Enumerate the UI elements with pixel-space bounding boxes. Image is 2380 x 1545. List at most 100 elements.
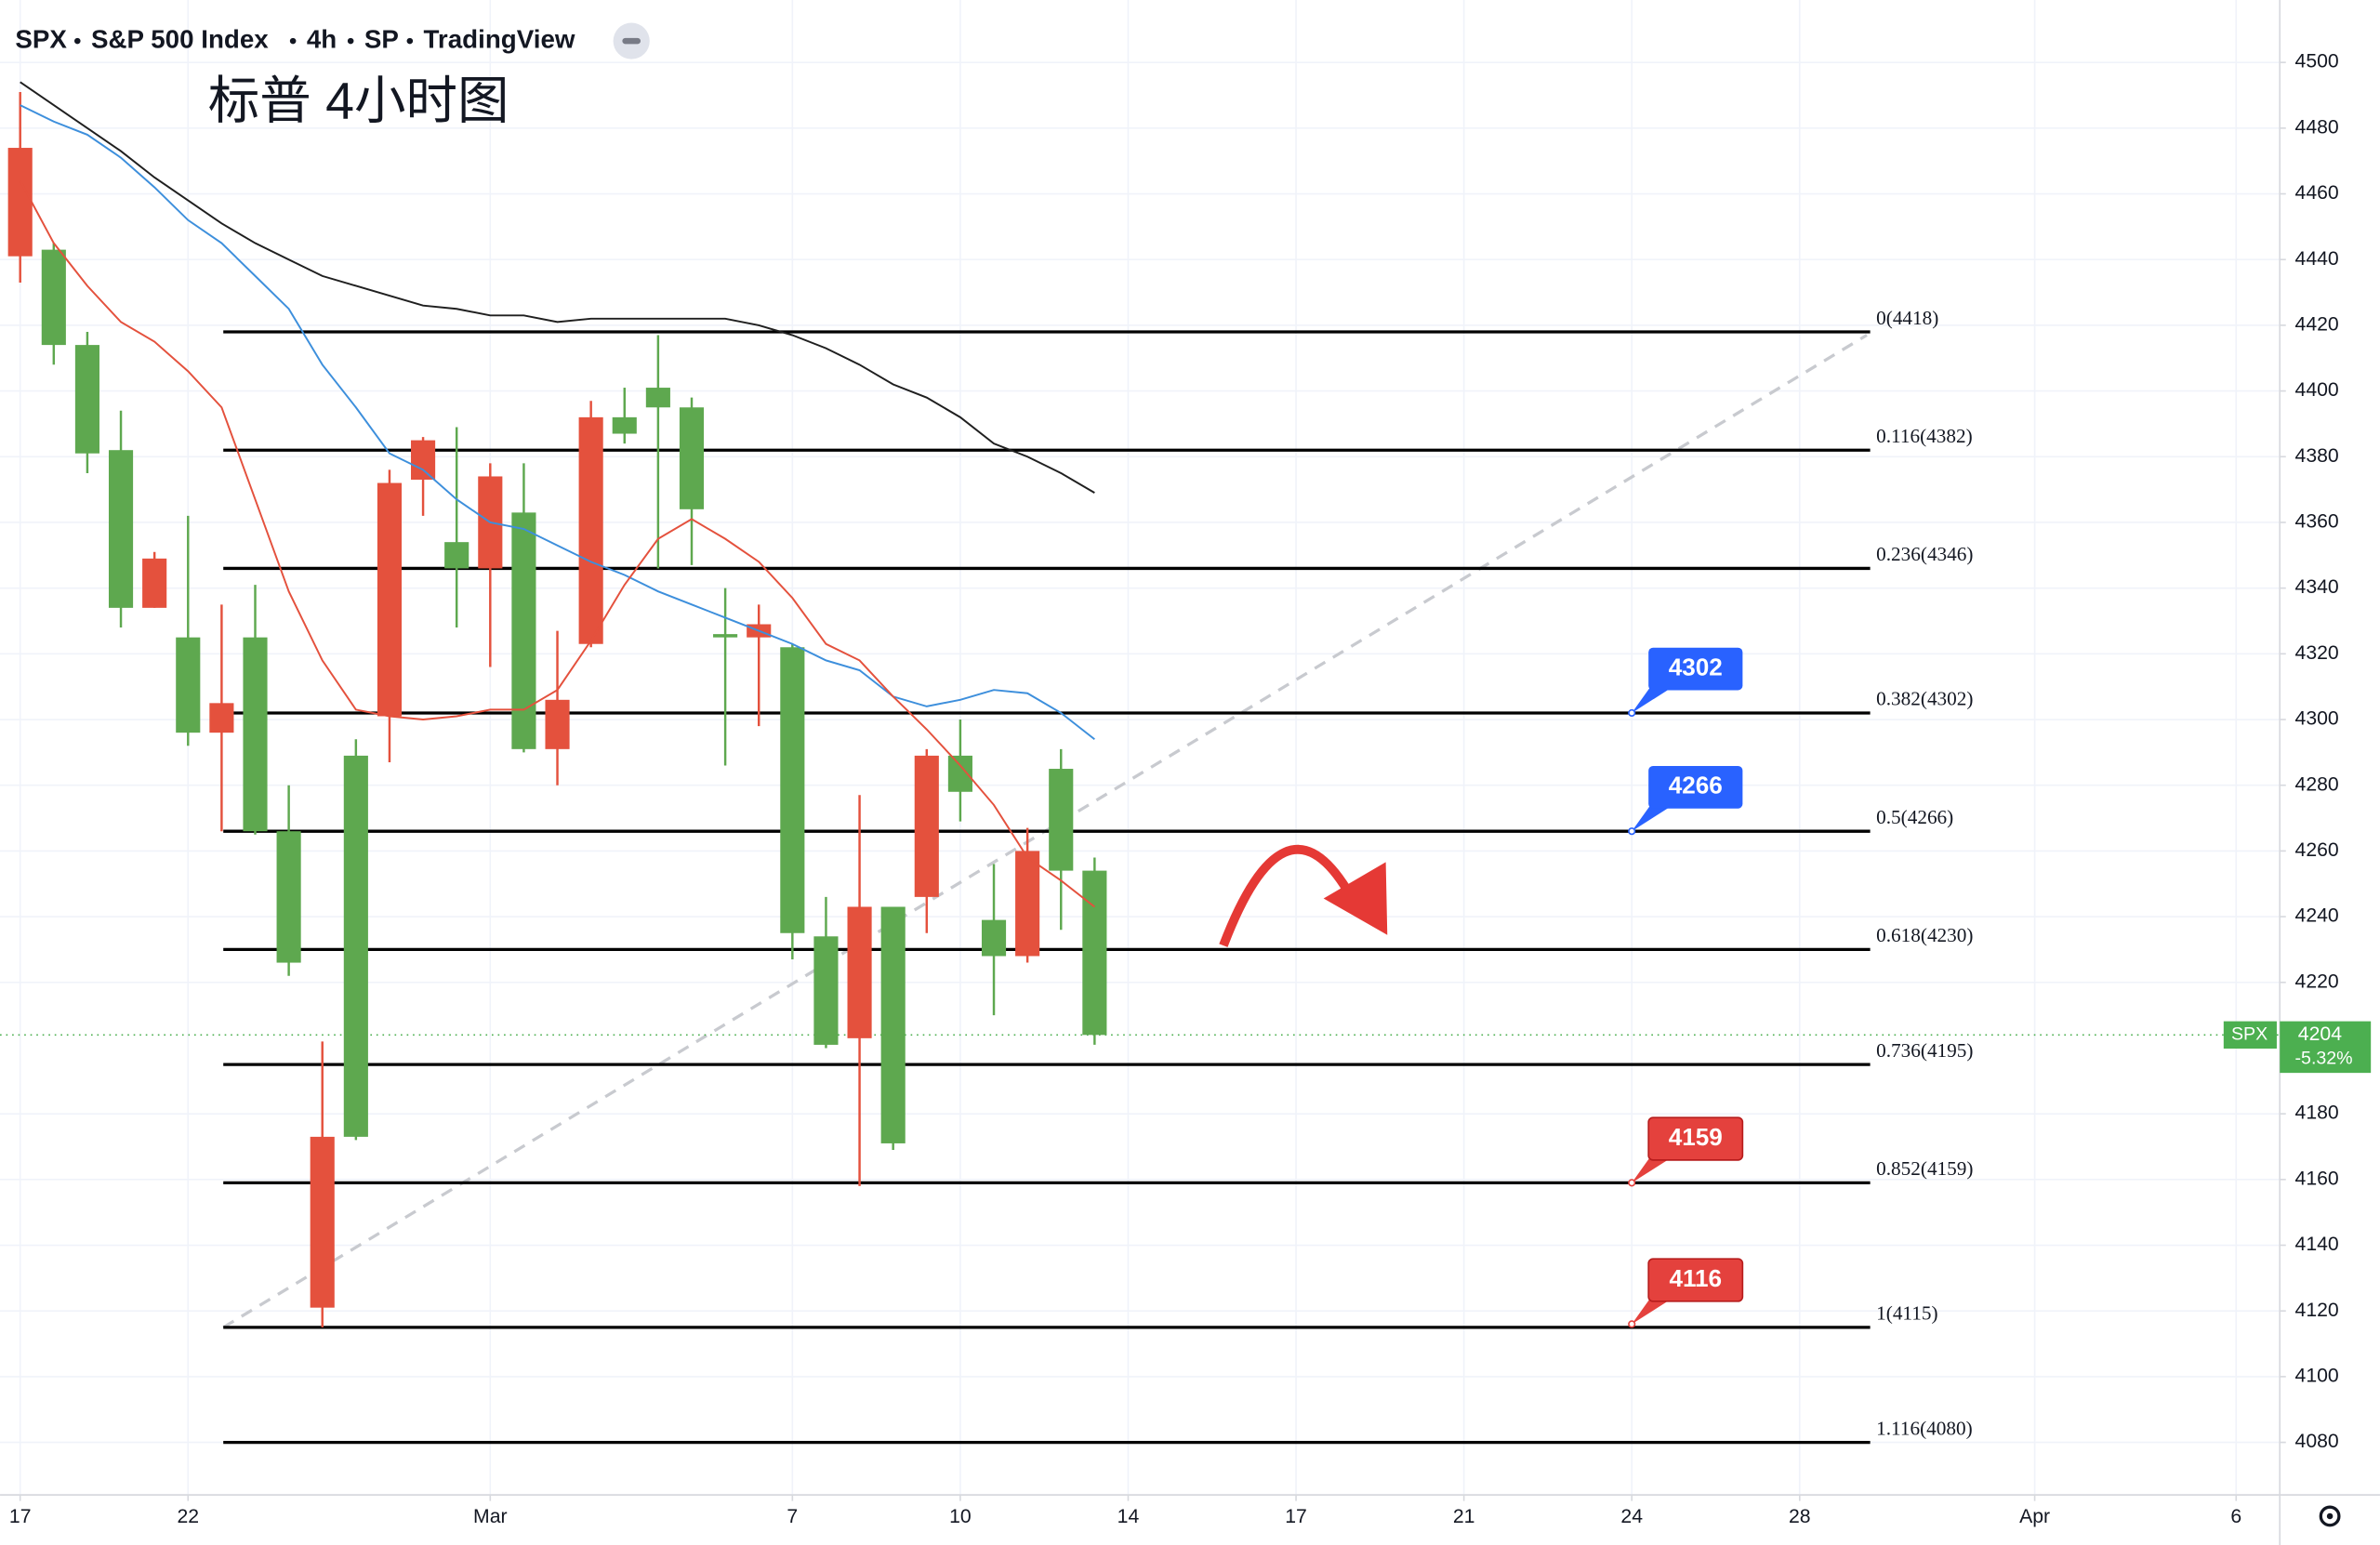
- fib-label: 1(4115): [1876, 1302, 1937, 1325]
- separator: [406, 37, 414, 45]
- callout-anchor: [1628, 827, 1636, 836]
- fib-label: 1.116(4080): [1876, 1417, 1973, 1439]
- x-tick-label: Apr: [2019, 1506, 2050, 1527]
- candle-body: [108, 450, 134, 608]
- callout-anchor: [1628, 1320, 1636, 1328]
- moving-average: [20, 104, 1095, 740]
- x-tick-label: 24: [1620, 1506, 1643, 1527]
- candle-body: [545, 699, 570, 749]
- x-tick-label: 10: [949, 1506, 972, 1527]
- callout-anchor: [1628, 708, 1636, 718]
- candle-body: [74, 345, 99, 454]
- callout-label: 4159: [1669, 1123, 1723, 1151]
- y-tick-label: 4160: [2295, 1168, 2339, 1189]
- y-tick-label: 4080: [2295, 1431, 2339, 1452]
- x-tick-label: 22: [177, 1506, 199, 1527]
- y-tick-label: 4440: [2295, 248, 2339, 270]
- symbol-name: S&P 500 Index: [91, 24, 269, 53]
- callout-anchor: [1628, 1179, 1636, 1187]
- fib-label: 0(4418): [1876, 307, 1938, 329]
- callout-label: 4302: [1669, 654, 1723, 681]
- arrow-curve: [1219, 844, 1363, 947]
- moving-average: [19, 179, 1095, 908]
- settings-icon[interactable]: [2319, 1505, 2341, 1527]
- candle-body: [578, 416, 603, 644]
- exchange: SP: [364, 24, 399, 53]
- candle-body: [880, 906, 906, 1143]
- x-tick-label: Mar: [473, 1506, 508, 1527]
- candle-body: [612, 416, 637, 434]
- y-tick-label: 4340: [2295, 576, 2339, 598]
- y-tick-label: 4460: [2295, 182, 2339, 204]
- grid: [0, 0, 2281, 1496]
- separator: [347, 37, 354, 45]
- price-tag-symbol: SPX: [2231, 1023, 2268, 1044]
- y-tick-label: 4260: [2295, 839, 2339, 861]
- callout-box: [1647, 1116, 1744, 1161]
- candle-body: [276, 831, 301, 963]
- y-tick-label: 4360: [2295, 511, 2339, 533]
- callout-box: [1647, 1258, 1744, 1302]
- candle-body: [176, 637, 201, 733]
- candle-body: [679, 407, 705, 509]
- y-tick-label: 4100: [2295, 1365, 2339, 1386]
- candle-body: [847, 906, 872, 1038]
- x-tick-label: 14: [1117, 1506, 1140, 1527]
- fib-label: 0.5(4266): [1876, 806, 1953, 828]
- gear-center: [2326, 1512, 2334, 1520]
- plot-area: 0(4418) 0.116(4382) 0.236(4346) 0.382(4302)…: [0, 81, 2281, 1445]
- y-tick-label: 4400: [2295, 379, 2339, 401]
- callout-box: [1648, 765, 1743, 809]
- candle-body: [7, 148, 33, 257]
- y-tick-label: 4280: [2295, 773, 2339, 795]
- y-tick-label: 4320: [2295, 642, 2339, 664]
- candle-body: [1082, 870, 1107, 1036]
- candle-body: [780, 647, 805, 933]
- callout-label: 4116: [1669, 1264, 1722, 1292]
- y-tick-label: 4120: [2295, 1300, 2339, 1321]
- price-tag-value: 4204: [2298, 1023, 2342, 1045]
- candle-body: [914, 755, 939, 897]
- callout-box: [1648, 647, 1743, 691]
- candle-body: [1049, 769, 1074, 871]
- y-tick-label: 4140: [2295, 1234, 2339, 1255]
- y-tick-label: 4480: [2295, 116, 2339, 138]
- source: TradingView: [424, 24, 575, 53]
- header: SPX S&P 500 Index 4h SP TradingView: [15, 22, 650, 59]
- candle-body: [343, 755, 368, 1137]
- gear[interactable]: [2319, 1505, 2341, 1527]
- fib-label: 0.116(4382): [1876, 425, 1973, 447]
- candle-body: [444, 542, 469, 569]
- y-tick-label: 4220: [2295, 971, 2339, 992]
- price-tag-change: -5.32%: [2295, 1049, 2353, 1069]
- y-tick-label: 4380: [2295, 445, 2339, 467]
- x-tick-label: 6: [2230, 1506, 2241, 1527]
- candle-body: [142, 558, 167, 608]
- candle-body: [411, 440, 436, 481]
- interval: 4h: [307, 24, 337, 53]
- candle-body: [310, 1136, 335, 1308]
- candle-body: [713, 634, 738, 638]
- separator: [74, 37, 81, 45]
- y-tick-label: 4420: [2295, 314, 2339, 336]
- candle-body: [209, 703, 234, 733]
- candle-body: [511, 512, 536, 749]
- symbol: SPX: [15, 24, 67, 53]
- candle-body: [947, 755, 972, 792]
- fib-label: 0.236(4346): [1876, 543, 1973, 565]
- candle-body: [1015, 851, 1040, 957]
- collapse-icon: [622, 37, 641, 45]
- x-tick-label: 7: [787, 1506, 798, 1527]
- fib-label: 0.736(4195): [1876, 1039, 1973, 1062]
- y-tick-label: 4500: [2295, 51, 2339, 73]
- candle-body: [645, 388, 670, 408]
- price-tag-box: [2280, 1021, 2372, 1074]
- x-tick-label: 17: [1285, 1506, 1307, 1527]
- y-tick-label: 4180: [2295, 1103, 2339, 1124]
- fib-label: 0.618(4230): [1876, 924, 1973, 946]
- callout-label: 4266: [1669, 772, 1723, 799]
- separator: [289, 37, 297, 45]
- candle-body: [813, 936, 839, 1045]
